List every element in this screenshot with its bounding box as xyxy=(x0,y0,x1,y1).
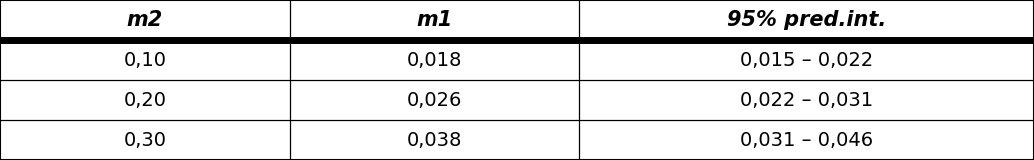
Text: 0,20: 0,20 xyxy=(123,91,166,109)
Text: 0,026: 0,026 xyxy=(406,91,462,109)
Text: 0,031 – 0,046: 0,031 – 0,046 xyxy=(740,131,873,149)
Text: 0,10: 0,10 xyxy=(123,51,166,69)
Text: m1: m1 xyxy=(416,10,453,30)
Text: 0,038: 0,038 xyxy=(406,131,462,149)
Text: m2: m2 xyxy=(126,10,163,30)
Text: 95% pred.int.: 95% pred.int. xyxy=(727,10,886,30)
Text: 0,022 – 0,031: 0,022 – 0,031 xyxy=(740,91,873,109)
Text: 0,30: 0,30 xyxy=(123,131,166,149)
Text: 0,015 – 0,022: 0,015 – 0,022 xyxy=(740,51,873,69)
Text: 0,018: 0,018 xyxy=(406,51,462,69)
